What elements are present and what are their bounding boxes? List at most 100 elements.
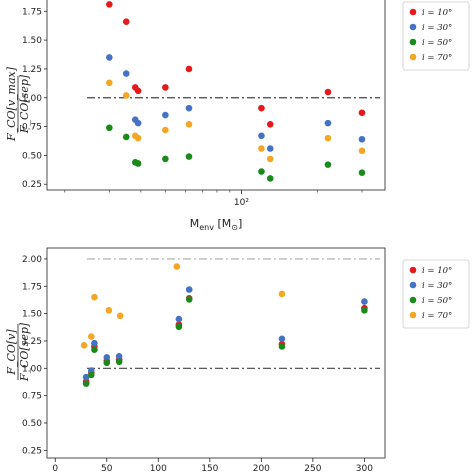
data-point xyxy=(266,145,274,152)
data-point xyxy=(266,120,274,128)
data-point xyxy=(258,168,265,175)
y-tick-label: 1.50 xyxy=(22,36,42,46)
legend-marker xyxy=(409,281,417,289)
y-tick-label: 1.25 xyxy=(22,65,42,75)
data-point xyxy=(258,104,265,112)
y-tick-label: 1.00 xyxy=(22,364,42,374)
top-y-axis: 0.25 0.50 0.75 1.00 1.25 1.50 1.75 xyxy=(22,7,47,190)
y-tick-label: 0.50 xyxy=(22,419,42,429)
data-point xyxy=(82,373,90,381)
xlabel-unit-close: ] xyxy=(238,217,242,230)
data-point xyxy=(106,124,113,132)
xlabel-unit-sub: ⊙ xyxy=(231,223,238,232)
top-scatter-chart: 0.25 0.50 0.75 1.00 1.25 1.50 1.75 10² F_CO[v_… xyxy=(5,0,470,232)
data-point xyxy=(82,380,90,387)
xlabel-unit-open: [M xyxy=(214,217,231,230)
data-point xyxy=(361,307,368,314)
data-point xyxy=(122,18,130,25)
legend-marker xyxy=(409,53,417,61)
data-point xyxy=(106,54,113,61)
legend-marker xyxy=(409,296,417,304)
data-point xyxy=(134,160,142,167)
y-tick-label: 0.75 xyxy=(22,392,42,402)
legend-marker xyxy=(409,311,417,319)
top-x-axis-label: Menv [M⊙] xyxy=(190,217,243,232)
data-point xyxy=(162,126,169,134)
top-legend: i = 10° i = 30° i = 50° i = 70° xyxy=(402,1,470,71)
legend-label: i = 30° xyxy=(422,281,452,291)
legend-label: i = 10° xyxy=(422,266,452,276)
data-point xyxy=(91,293,98,301)
data-point xyxy=(324,88,332,96)
x-tick-label: 50 xyxy=(101,464,113,474)
data-point xyxy=(185,65,193,73)
x-tick-label: 150 xyxy=(201,464,218,474)
bottom-x-axis: 0 50 100 150 200 250 300 xyxy=(52,458,373,474)
y-tick-label: 1.25 xyxy=(22,337,42,347)
top-data-points xyxy=(106,1,366,182)
top-plot-frame xyxy=(46,0,386,191)
data-point xyxy=(258,132,265,140)
y-tick-label: 1.00 xyxy=(22,94,42,104)
x-tick-label: 250 xyxy=(304,464,321,474)
data-point xyxy=(175,315,183,323)
legend-label: i = 70° xyxy=(422,311,452,321)
bottom-data-points xyxy=(80,263,368,387)
data-point xyxy=(106,79,113,87)
legend-marker xyxy=(409,23,417,31)
data-point xyxy=(266,155,274,163)
bottom-ylabel-denominator: F_CO[sep] xyxy=(18,322,31,382)
y-tick-label: 0.50 xyxy=(22,151,42,161)
data-point xyxy=(266,175,274,182)
y-tick-label: 1.50 xyxy=(22,310,42,320)
y-tick-label: 0.25 xyxy=(22,180,42,190)
data-point xyxy=(173,263,181,270)
data-point xyxy=(175,323,183,331)
top-y-axis-label: F_CO[v_max] F_CO[sep] xyxy=(5,66,31,142)
top-ylabel-numerator: F_CO[v_max] xyxy=(5,66,18,142)
data-point xyxy=(358,135,366,143)
x-tick-label: 200 xyxy=(253,464,270,474)
data-point xyxy=(278,290,286,298)
bottom-y-axis-label: F_CO[v] F_CO[sep] xyxy=(5,322,31,382)
data-point xyxy=(115,352,123,360)
legend-label: i = 30° xyxy=(422,23,452,33)
legend-label: i = 70° xyxy=(422,53,452,63)
data-point xyxy=(324,134,332,142)
y-tick-label: 2.00 xyxy=(22,255,42,265)
legend-box xyxy=(402,1,470,71)
data-point xyxy=(103,354,111,361)
data-point xyxy=(106,1,113,8)
data-point xyxy=(162,84,169,91)
data-point xyxy=(134,119,142,127)
data-point xyxy=(278,335,286,343)
bottom-ylabel-numerator: F_CO[v] xyxy=(5,329,18,376)
bottom-scatter-chart: 0.25 0.50 0.75 1.00 1.25 1.50 1.75 2.00 0 50 100 1… xyxy=(5,247,470,474)
data-point xyxy=(122,70,130,77)
x-tick-label: 10² xyxy=(234,198,249,208)
data-point xyxy=(80,342,88,349)
x-tick-label: 300 xyxy=(356,464,373,474)
y-tick-label: 1.75 xyxy=(22,7,42,17)
data-point xyxy=(358,109,366,117)
data-point xyxy=(324,161,332,168)
legend-label: i = 50° xyxy=(422,296,452,306)
data-point xyxy=(91,339,98,347)
data-point xyxy=(162,111,169,119)
data-point xyxy=(91,346,98,354)
data-point xyxy=(278,343,286,350)
xlabel-main: M xyxy=(190,217,200,230)
data-point xyxy=(134,134,142,142)
top-ylabel-denominator: F_CO[sep] xyxy=(18,74,31,134)
data-point xyxy=(122,92,130,99)
x-tick-label: 0 xyxy=(52,464,58,474)
data-point xyxy=(185,120,193,128)
bottom-legend: i = 10° i = 30° i = 50° i = 70° xyxy=(402,259,470,329)
legend-marker xyxy=(409,38,417,46)
xlabel-sub: env xyxy=(199,223,214,232)
data-point xyxy=(162,155,169,163)
x-tick-label: 100 xyxy=(150,464,167,474)
data-point xyxy=(358,169,366,177)
data-point xyxy=(116,312,124,320)
